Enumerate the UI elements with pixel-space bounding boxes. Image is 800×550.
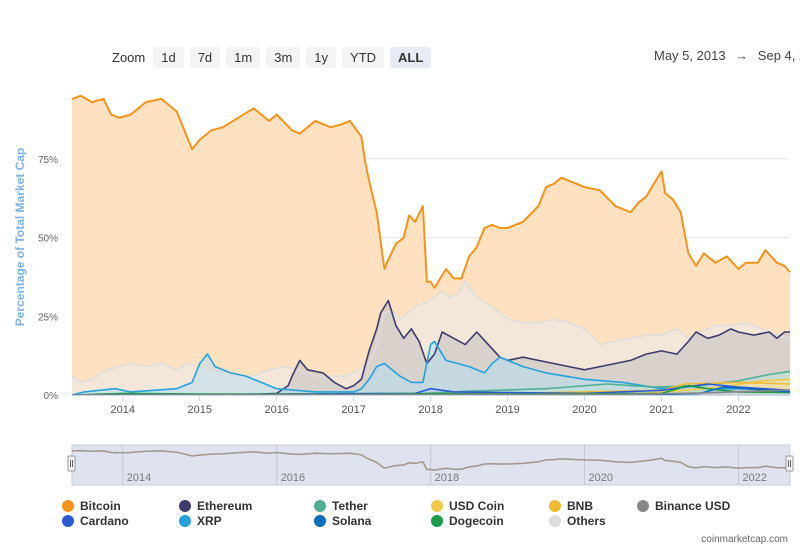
dominance-chart: 0% 25% 50% 75% 2014 2015 2016 2017 2018 2019 2020…	[13, 94, 794, 486]
legend-marker	[179, 500, 191, 512]
zoom-1y-button[interactable]: 1y	[306, 46, 337, 68]
legend-marker	[314, 500, 326, 512]
legend-item-bnb[interactable]: BNB	[549, 499, 593, 513]
legend-marker	[431, 500, 443, 512]
navigator-tick-label: 2020	[589, 472, 613, 484]
zoom-7d-button[interactable]: 7d	[189, 46, 221, 68]
legend-item-tether[interactable]: Tether	[314, 499, 368, 513]
y-tick-label: 25%	[38, 312, 58, 323]
legend-item-solana[interactable]: Solana	[314, 514, 371, 528]
legend-label: Solana	[332, 514, 372, 528]
x-tick-label: 2019	[495, 404, 519, 416]
legend-label: Bitcoin	[80, 499, 121, 513]
legend-item-binance-usd[interactable]: Binance USD	[637, 499, 730, 513]
bitcoin-line	[71, 94, 791, 289]
legend-label: USD Coin	[449, 499, 505, 513]
zoom-label: Zoom	[112, 49, 146, 65]
y-tick-label: 0%	[44, 391, 59, 402]
xrp-line	[71, 340, 791, 396]
y-tick-label: 50%	[38, 234, 58, 245]
x-tick-label: 2021	[649, 404, 673, 416]
y-axis-ticks: 0% 25% 50% 75%	[38, 155, 58, 402]
x-tick-label: 2017	[341, 404, 365, 416]
zoom-1m-button[interactable]: 1m	[226, 46, 261, 68]
legend-label: Cardano	[80, 514, 129, 528]
navigator-tick-label: 2018	[435, 472, 459, 484]
legend-label: Others	[567, 514, 606, 528]
legend-item-dogecoin[interactable]: Dogecoin	[431, 514, 504, 528]
navigator-tick-label: 2016	[281, 472, 305, 484]
legend-marker	[549, 500, 561, 512]
legend-item-others[interactable]: Others	[549, 514, 606, 528]
binance-usd-line	[71, 389, 791, 396]
range-navigator[interactable]: 2014 2016 2018 2020 2022	[67, 444, 794, 486]
x-tick-label: 2018	[418, 404, 442, 416]
navigator-tick-label: 2022	[742, 472, 766, 484]
legend-marker	[431, 515, 443, 527]
tether-area	[72, 371, 790, 395]
navigator-right-handle[interactable]	[785, 455, 794, 472]
credit-text: coinmarketcap.com	[701, 534, 788, 545]
x-tick-label: 2015	[188, 404, 212, 416]
legend-label: Dogecoin	[449, 514, 504, 528]
range-arrow: →	[735, 48, 749, 63]
binance-usd-area	[72, 390, 790, 395]
legend-label: XRP	[197, 514, 222, 528]
series-lines	[71, 94, 791, 396]
navigator-left-handle[interactable]	[67, 455, 76, 472]
range-to-input[interactable]: Sep 4, 2	[757, 48, 800, 63]
legend-label: BNB	[567, 499, 593, 513]
legend-label: Tether	[332, 499, 368, 513]
x-tick-label: 2022	[726, 404, 750, 416]
x-axis-ticks: 2014 2015 2016 2017 2018 2019 2020 2021 2022	[72, 395, 790, 416]
zoom-toolbar: Zoom 1d 7d 1m 3m 1y YTD ALL	[112, 45, 432, 69]
bitcoin-area	[72, 95, 790, 396]
legend-item-ethereum[interactable]: Ethereum	[179, 499, 252, 513]
x-tick-label: 2014	[111, 404, 135, 416]
legend-marker	[62, 515, 74, 527]
ethereum-line	[72, 299, 790, 396]
y-tick-label: 75%	[38, 155, 58, 166]
legend-item-bitcoin[interactable]: Bitcoin	[62, 499, 121, 513]
y-axis-label: Percentage of Total Market Cap	[13, 148, 27, 327]
legend-label: Ethereum	[197, 499, 253, 513]
x-tick-label: 2016	[264, 404, 288, 416]
legend-item-xrp[interactable]: XRP	[179, 514, 222, 528]
legend-marker	[314, 515, 326, 527]
zoom-3m-button[interactable]: 3m	[266, 46, 301, 68]
zoom-1d-button[interactable]: 1d	[153, 46, 184, 68]
ethereum-area	[72, 300, 790, 395]
legend-marker	[549, 515, 561, 527]
others-line	[71, 280, 791, 384]
legend-item-usd-coin[interactable]: USD Coin	[431, 499, 504, 513]
navigator-tick-label: 2014	[127, 472, 151, 484]
navigator-ticks: 2014 2016 2018 2020 2022	[122, 445, 767, 485]
x-tick-label: 2020	[572, 404, 596, 416]
zoom-all-button[interactable]: ALL	[390, 46, 432, 68]
legend-marker	[637, 500, 649, 512]
legend-marker	[62, 500, 74, 512]
legend-marker	[179, 515, 191, 527]
range-from-input[interactable]: May 5, 2013	[654, 48, 726, 63]
navigator-line	[71, 449, 791, 471]
legend-item-cardano[interactable]: Cardano	[62, 514, 129, 528]
series-areas	[72, 95, 790, 396]
legend-label: Binance USD	[655, 499, 731, 513]
tether-line	[71, 370, 791, 396]
date-range: May 5, 2013 → Sep 4, 2	[654, 48, 800, 63]
zoom-ytd-button[interactable]: YTD	[342, 46, 385, 68]
